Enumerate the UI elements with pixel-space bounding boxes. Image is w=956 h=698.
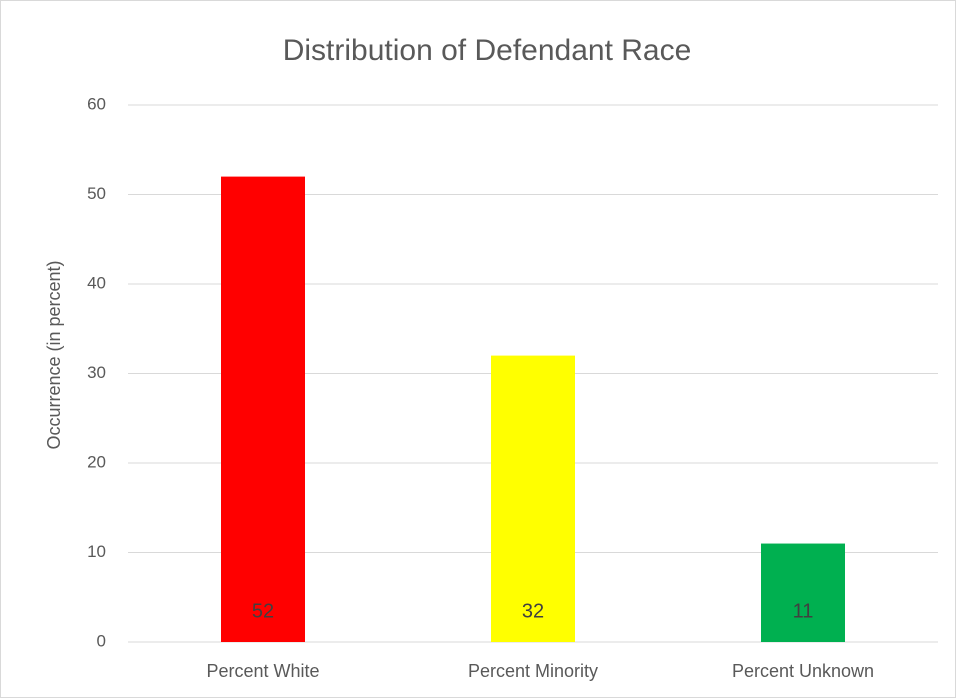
bar — [761, 543, 845, 642]
y-axis-label: Occurrence (in percent) — [44, 260, 64, 449]
data-label: 32 — [522, 600, 544, 622]
y-tick-label: 20 — [87, 452, 106, 471]
y-tick-label: 40 — [87, 273, 106, 292]
data-label: 52 — [252, 600, 274, 622]
y-tick-label: 30 — [87, 363, 106, 382]
y-tick-label: 60 — [87, 94, 106, 113]
y-tick-label: 10 — [87, 542, 106, 561]
bar — [221, 176, 305, 642]
x-tick-label: Percent Unknown — [732, 661, 874, 681]
chart-title: Distribution of Defendant Race — [283, 34, 692, 67]
bar — [491, 355, 575, 642]
x-tick-label: Percent White — [206, 661, 319, 681]
data-label: 11 — [793, 600, 814, 622]
x-tick-label: Percent Minority — [468, 661, 598, 681]
y-tick-label: 0 — [97, 631, 106, 650]
y-tick-label: 50 — [87, 184, 106, 203]
